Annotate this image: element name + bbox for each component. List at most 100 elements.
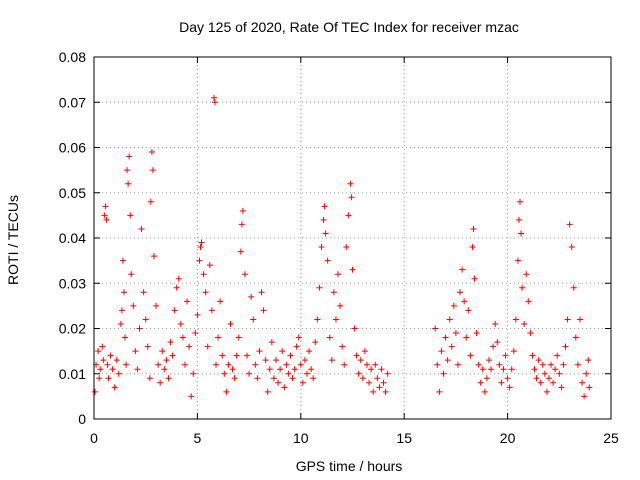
data-point bbox=[272, 357, 279, 364]
data-point bbox=[506, 384, 513, 391]
data-point bbox=[102, 203, 109, 210]
data-point bbox=[353, 352, 360, 359]
data-point bbox=[485, 357, 492, 364]
data-point bbox=[297, 361, 304, 368]
data-point bbox=[281, 384, 288, 391]
data-point bbox=[496, 361, 503, 368]
data-point bbox=[123, 361, 130, 368]
data-point bbox=[446, 316, 453, 323]
data-point bbox=[345, 212, 352, 219]
data-point bbox=[550, 379, 557, 386]
data-point bbox=[285, 370, 292, 377]
data-point bbox=[517, 198, 524, 205]
data-point bbox=[159, 348, 166, 355]
data-point bbox=[155, 361, 162, 368]
y-axis-label: ROTI / TECUs bbox=[5, 195, 21, 285]
data-point bbox=[150, 253, 157, 260]
data-point bbox=[502, 352, 509, 359]
data-point bbox=[140, 289, 147, 296]
data-point bbox=[293, 343, 300, 350]
data-point bbox=[475, 361, 482, 368]
data-point bbox=[262, 357, 269, 364]
data-point bbox=[343, 244, 350, 251]
x-tick-label: 10 bbox=[293, 430, 309, 446]
data-point bbox=[142, 316, 149, 323]
data-point bbox=[363, 361, 370, 368]
data-point bbox=[100, 357, 107, 364]
data-point bbox=[107, 352, 114, 359]
data-point bbox=[548, 361, 555, 368]
x-tick-label: 0 bbox=[90, 430, 98, 446]
data-point bbox=[314, 316, 321, 323]
data-point bbox=[457, 289, 464, 296]
data-point bbox=[138, 225, 145, 232]
data-point bbox=[454, 361, 461, 368]
data-point bbox=[198, 239, 205, 246]
data-point bbox=[440, 370, 447, 377]
y-tick-label: 0.08 bbox=[59, 49, 86, 65]
data-point bbox=[163, 357, 170, 364]
data-point bbox=[241, 271, 248, 278]
data-point bbox=[328, 357, 335, 364]
y-tick-label: 0.01 bbox=[59, 366, 86, 382]
data-point bbox=[477, 379, 484, 386]
data-point bbox=[564, 316, 571, 323]
data-point bbox=[479, 366, 486, 373]
data-point bbox=[376, 384, 383, 391]
data-point bbox=[473, 330, 480, 337]
data-point bbox=[324, 257, 331, 264]
data-point bbox=[196, 257, 203, 264]
data-point bbox=[510, 348, 517, 355]
data-point bbox=[153, 302, 160, 309]
data-point bbox=[348, 194, 355, 201]
data-point bbox=[525, 298, 532, 305]
data-point bbox=[359, 375, 366, 382]
data-point bbox=[223, 388, 230, 395]
data-point bbox=[181, 361, 188, 368]
data-point bbox=[235, 334, 242, 341]
data-point bbox=[514, 257, 521, 264]
data-point bbox=[136, 325, 143, 332]
data-point bbox=[318, 244, 325, 251]
x-tick-label: 20 bbox=[500, 430, 516, 446]
data-point bbox=[104, 361, 111, 368]
data-point bbox=[490, 343, 497, 350]
data-point bbox=[208, 307, 215, 314]
data-point bbox=[117, 320, 124, 327]
data-point bbox=[535, 357, 542, 364]
data-point bbox=[366, 379, 373, 386]
data-point bbox=[213, 361, 220, 368]
data-point bbox=[562, 343, 569, 350]
data-point bbox=[210, 94, 217, 101]
y-tick-label: 0.07 bbox=[59, 94, 86, 110]
data-point bbox=[545, 375, 552, 382]
data-point bbox=[197, 244, 204, 251]
data-point bbox=[111, 384, 118, 391]
data-point bbox=[99, 343, 106, 350]
data-point bbox=[301, 357, 308, 364]
data-point bbox=[355, 370, 362, 377]
data-point bbox=[316, 284, 323, 291]
y-tick-label: 0.04 bbox=[59, 230, 86, 246]
x-tick-label: 25 bbox=[603, 430, 619, 446]
data-point bbox=[471, 275, 478, 282]
data-point bbox=[299, 379, 306, 386]
data-point bbox=[512, 316, 519, 323]
data-point bbox=[120, 289, 127, 296]
data-point bbox=[105, 375, 112, 382]
data-point bbox=[312, 339, 319, 346]
data-point bbox=[320, 216, 327, 223]
data-point bbox=[452, 330, 459, 337]
data-point bbox=[157, 379, 164, 386]
data-point bbox=[171, 307, 178, 314]
axis-ticks: 0 5 10 15 20 25 0 0.01 0.02 0.03 0.04 0.05 0.06 0.07 0… bbox=[59, 49, 619, 446]
data-point bbox=[450, 302, 457, 309]
data-point bbox=[188, 393, 195, 400]
data-point bbox=[531, 366, 538, 373]
data-point bbox=[554, 352, 561, 359]
data-point bbox=[459, 266, 466, 273]
data-point bbox=[436, 388, 443, 395]
data-point bbox=[202, 289, 209, 296]
data-point bbox=[125, 180, 132, 187]
data-point bbox=[217, 298, 224, 305]
